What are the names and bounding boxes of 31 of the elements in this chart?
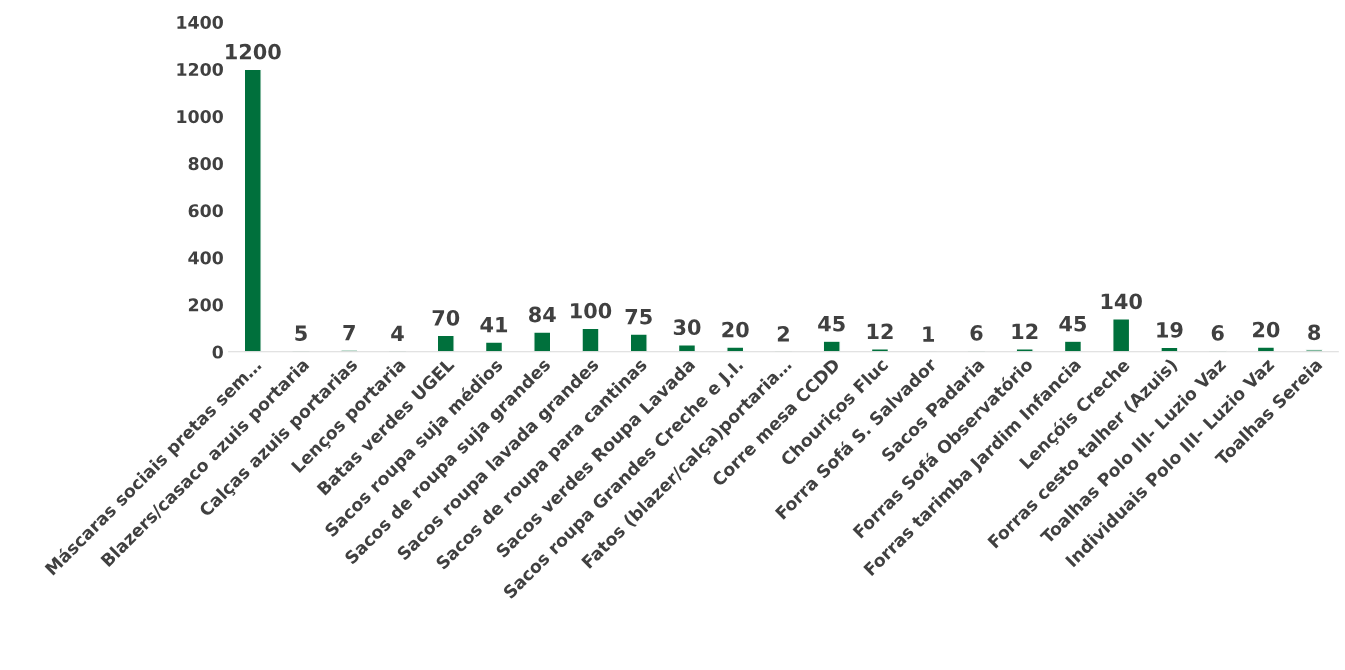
data-label: 41 bbox=[480, 317, 508, 333]
data-label: 100 bbox=[571, 302, 612, 319]
data-label: 12 bbox=[867, 323, 893, 340]
y-tick-label: 600 bbox=[188, 204, 223, 218]
data-label: 20 bbox=[1253, 321, 1280, 338]
data-label: 1 bbox=[923, 326, 935, 342]
y-tick-label: 800 bbox=[188, 157, 223, 171]
data-label: 5 bbox=[295, 325, 307, 341]
y-tick-label: 0 bbox=[212, 345, 223, 359]
data-label: 20 bbox=[722, 321, 749, 338]
data-label: 19 bbox=[1157, 321, 1183, 338]
y-tick-label: 400 bbox=[188, 251, 223, 265]
data-label: 7 bbox=[343, 325, 355, 341]
data-label: 1200 bbox=[226, 43, 281, 60]
data-label: 45 bbox=[818, 316, 845, 332]
y-tick-label: 1000 bbox=[177, 110, 223, 124]
data-label: 8 bbox=[1308, 324, 1321, 341]
y-tick-label: 200 bbox=[188, 298, 223, 312]
data-label: 84 bbox=[529, 306, 556, 323]
data-label: 2 bbox=[777, 325, 789, 342]
data-label: 6 bbox=[970, 325, 983, 341]
data-label: 75 bbox=[625, 309, 652, 325]
data-label: 30 bbox=[673, 319, 701, 336]
data-label: 45 bbox=[1059, 316, 1086, 332]
data-label: 6 bbox=[1211, 325, 1224, 341]
y-tick-label: 1200 bbox=[177, 62, 223, 77]
data-label: 140 bbox=[1101, 293, 1142, 310]
data-label: 4 bbox=[391, 325, 404, 341]
data-label: 70 bbox=[432, 309, 460, 326]
data-label: 12 bbox=[1012, 323, 1038, 340]
y-tick-label: 1400 bbox=[177, 15, 223, 29]
